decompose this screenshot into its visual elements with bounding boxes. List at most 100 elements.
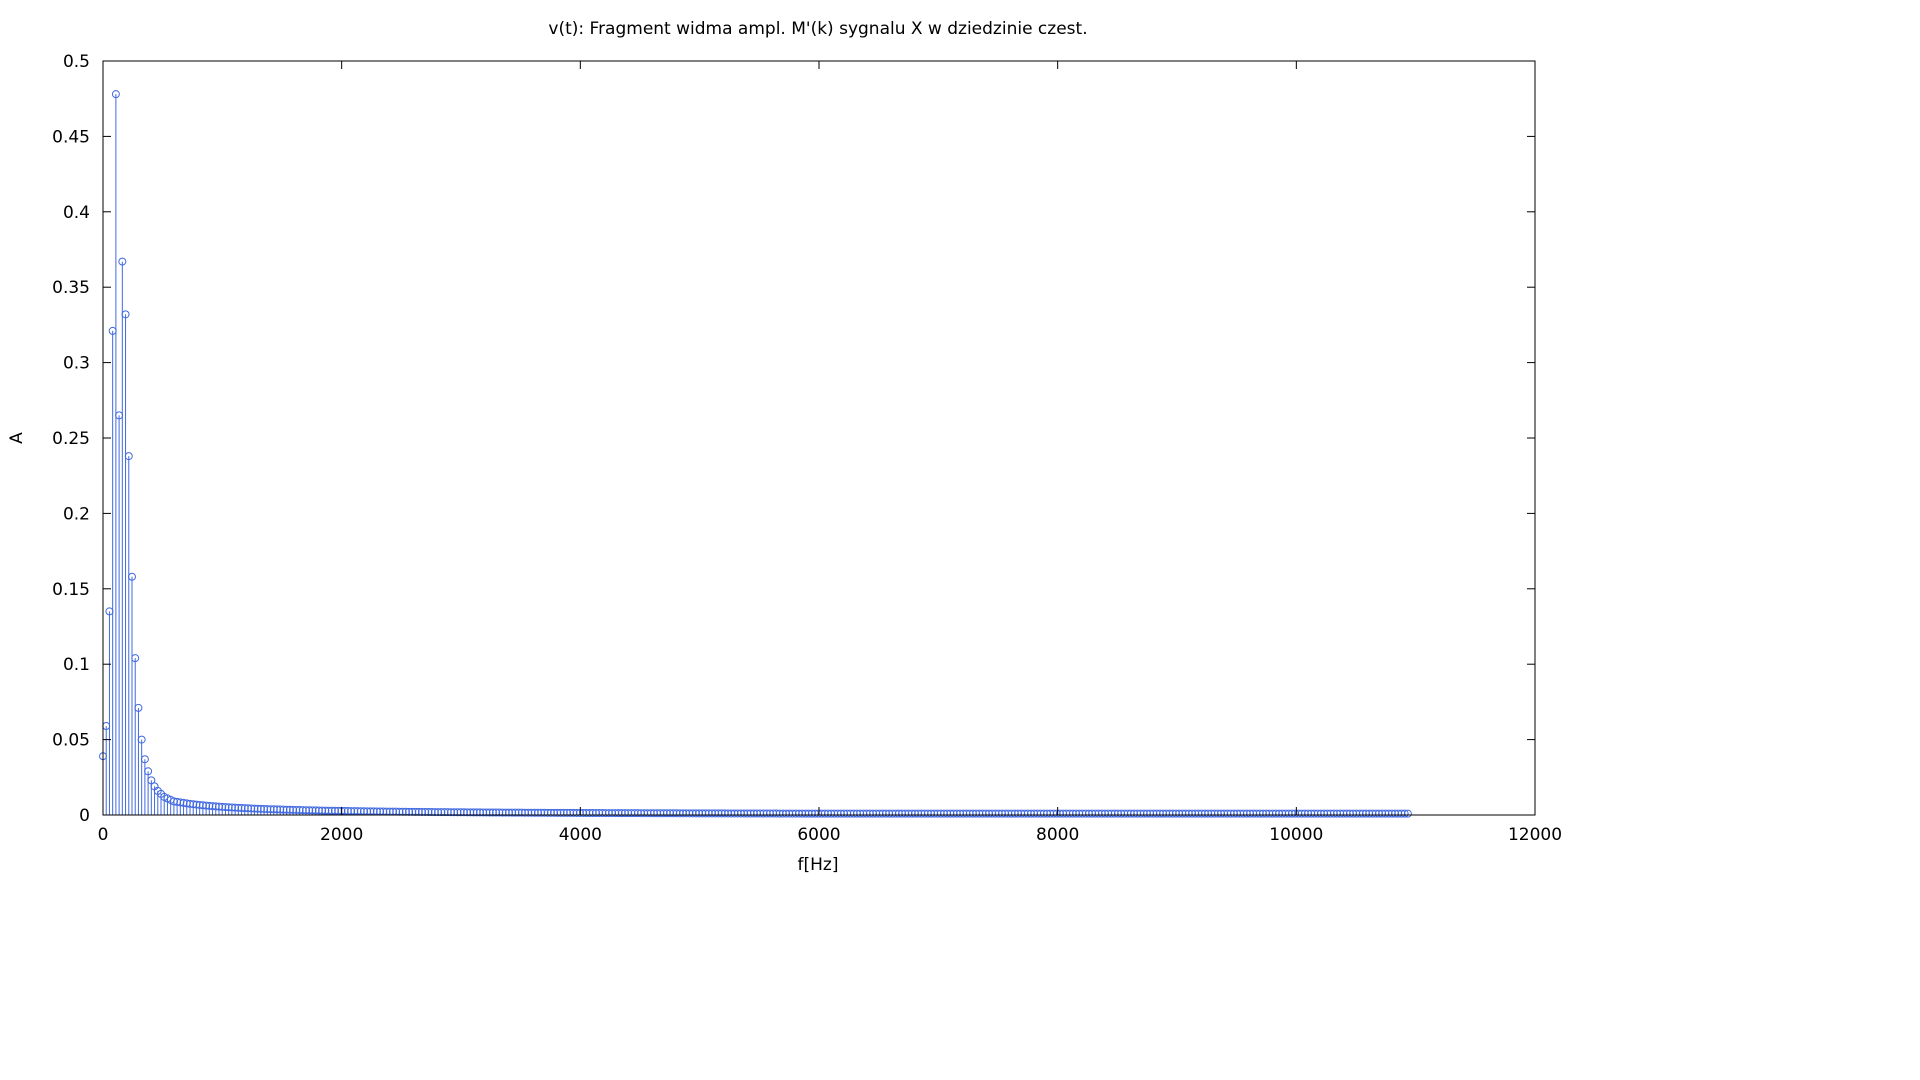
stem-marker [1226,809,1235,818]
stem-chart: v(t): Fragment widma ampl. M'(k) sygnalu… [7,19,1562,875]
stem-marker [1104,809,1113,818]
stem-marker [140,755,149,764]
stem-marker [446,808,455,817]
stem-marker [1091,809,1100,818]
stem-marker [1159,809,1168,818]
stem-marker [1381,809,1390,818]
stem-marker [740,809,749,818]
stem-marker [127,572,136,581]
stem-marker [1304,809,1313,818]
stem-marker [263,805,272,814]
stem-marker [614,809,623,818]
stem-marker [1378,809,1387,818]
stem-marker [920,809,929,818]
stem-marker [595,809,604,818]
stem-marker [1065,809,1074,818]
stem-marker [1188,809,1197,818]
stem-marker [305,806,314,815]
stem-marker [975,809,984,818]
y-tick-label: 0.5 [63,52,90,72]
stem-marker [997,809,1006,818]
stem-marker [1049,809,1058,818]
stem-marker [704,809,713,818]
stem-marker [991,809,1000,818]
stem-marker [943,809,952,818]
stem-marker [243,804,252,813]
stem-marker [1297,809,1306,818]
stem-marker [250,804,259,813]
stem-marker [894,809,903,818]
y-tick-label: 0.4 [63,203,90,223]
stem-marker [1403,809,1412,818]
stem-marker [898,809,907,818]
stem-marker [869,809,878,818]
stem-marker [672,809,681,818]
stem-marker [1139,809,1148,818]
y-tick-label: 0 [79,806,90,826]
stem-marker [453,808,462,817]
stem-marker [1213,809,1222,818]
stem-marker [469,808,478,817]
stem-marker [846,809,855,818]
y-axis-ticks: 0 0.05 0.1 0.15 0.2 0.25 0.3 0.35 0.4 0.45 0.5 [52,52,1535,826]
stem-marker [962,809,971,818]
stem-marker [1081,809,1090,818]
stem-marker [1246,809,1255,818]
stem-marker [517,808,526,817]
stem-marker [1171,809,1180,818]
y-tick-label: 0.25 [52,429,90,449]
stem-marker [218,802,227,811]
stem-marker [678,809,687,818]
stem-marker [1043,809,1052,818]
stem-marker [901,809,910,818]
stem-marker [508,808,517,817]
stem-marker [714,809,723,818]
stem-marker [1101,809,1110,818]
stem-marker [1207,809,1216,818]
stem-marker [266,805,275,814]
stem-marker [1072,809,1081,818]
stem-marker [202,801,211,810]
stem-marker [1046,809,1055,818]
stem-marker [472,808,481,817]
stem-marker [1033,809,1042,818]
stem-marker [430,808,439,817]
stem-marker [459,808,468,817]
stem-marker [904,809,913,818]
stem-marker [1017,809,1026,818]
stem-marker [1178,809,1187,818]
stem-marker [949,809,958,818]
stem-marker [1126,809,1135,818]
stem-marker [195,800,204,809]
x-tick-label: 12000 [1508,825,1562,845]
stem-marker [852,809,861,818]
stem-marker [327,806,336,815]
stem-marker [988,809,997,818]
stem-marker [878,809,887,818]
stem-marker [559,808,568,817]
stem-marker [434,808,443,817]
stem-marker [144,767,153,776]
stem-marker [620,809,629,818]
stem-marker [695,809,704,818]
stem-marker [321,806,330,815]
stem-marker [817,809,826,818]
stem-marker [840,809,849,818]
stem-marker [530,808,539,817]
stem-marker [111,90,120,99]
stem-marker [891,809,900,818]
stem-marker [1233,809,1242,818]
stem-marker [1210,809,1219,818]
stem-marker [1391,809,1400,818]
stem-marker [1284,809,1293,818]
stem-marker [1142,809,1151,818]
stem-marker [237,803,246,812]
stem-marker [778,809,787,818]
stem-marker [682,809,691,818]
stem-marker [282,805,291,814]
stem-marker [1258,809,1267,818]
stem-marker [736,809,745,818]
stem-marker [1239,809,1248,818]
stem-marker [1374,809,1383,818]
stem-marker [859,809,868,818]
